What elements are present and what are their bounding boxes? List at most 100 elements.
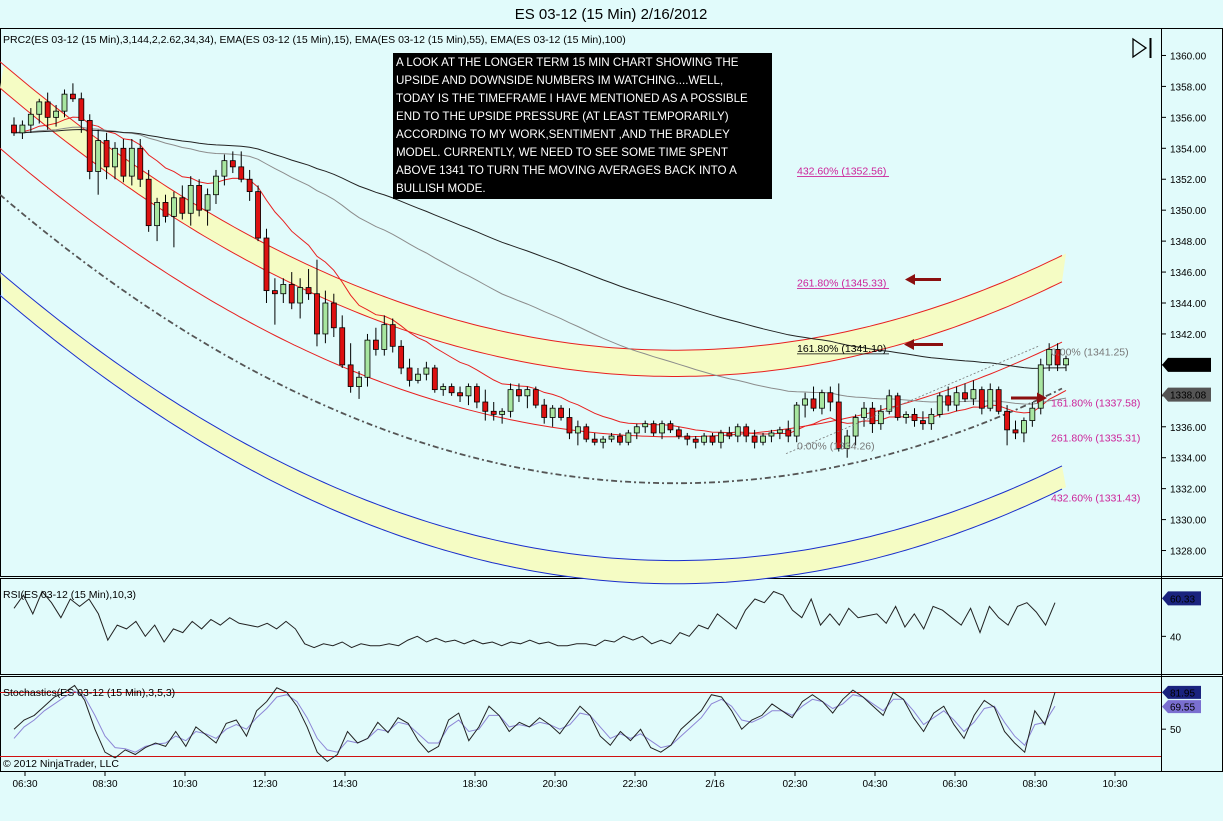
candle <box>709 432 716 446</box>
candle <box>145 169 152 232</box>
price-badge: 1340.00 <box>1162 357 1211 372</box>
candle <box>558 405 564 421</box>
candle <box>684 432 691 446</box>
candle-body <box>574 426 581 434</box>
candle-body <box>591 438 598 443</box>
stoch-badge: 81.95 <box>1162 685 1201 699</box>
candle <box>1063 355 1069 372</box>
candle-body <box>718 432 724 443</box>
rsi-tick-label: 40 <box>1170 632 1182 643</box>
candle <box>457 386 463 403</box>
rsi-badge-shape <box>1162 591 1201 606</box>
candle-body <box>701 435 708 443</box>
candle <box>44 92 51 130</box>
candle-body <box>869 407 876 425</box>
candle <box>398 340 405 375</box>
rsi-panel-label: RSI(ES 03-12 (15 Min),10,3) <box>3 589 136 601</box>
candle <box>760 432 766 446</box>
stoch-badge: 69.55 <box>1162 700 1201 714</box>
candle-body <box>406 367 413 381</box>
candle-body <box>1037 364 1044 409</box>
candle-body <box>27 113 34 126</box>
scroll-to-end-button[interactable] <box>1132 37 1152 59</box>
copyright-text: © 2012 NinjaTrader, LLC <box>3 758 119 770</box>
candle-body <box>356 376 362 387</box>
candle-body <box>322 302 329 335</box>
candle <box>903 411 909 424</box>
candle-body <box>120 147 127 177</box>
candle-body <box>112 147 118 168</box>
candle-body <box>36 101 43 115</box>
candle-body <box>970 389 977 400</box>
candle <box>692 436 699 449</box>
candle <box>507 383 514 418</box>
candle-body <box>271 290 278 295</box>
candle-body <box>19 124 26 134</box>
price-panel-label: PRC2(ES 03-12 (15 Min),3,144,2,2.62,34,3… <box>3 34 626 46</box>
candle <box>793 402 800 443</box>
candle-body <box>945 395 952 406</box>
candle-body <box>1054 349 1061 366</box>
candle-body <box>1063 358 1069 366</box>
time-tick-label: 06:30 <box>942 779 967 790</box>
candle-body <box>263 237 270 292</box>
candle <box>229 151 236 174</box>
candle-body <box>684 435 691 440</box>
candle <box>440 383 447 396</box>
candle <box>473 383 480 409</box>
candle-body <box>162 202 169 217</box>
candle-body <box>339 327 346 366</box>
candle-body <box>128 147 135 177</box>
candle <box>406 358 413 387</box>
stoch-badge-label: 69.55 <box>1170 703 1195 714</box>
candle <box>583 423 590 443</box>
fib-level-label: 432.60% (1331.43) <box>1051 492 1140 504</box>
candle <box>128 139 135 186</box>
arrow-marker-1341 <box>904 339 943 350</box>
arrow-marker-1338 <box>1011 392 1047 404</box>
annotation-line: A LOOK AT THE LONGER TERM 15 MIN CHART S… <box>396 56 739 69</box>
candle <box>288 272 295 310</box>
candle <box>743 423 750 443</box>
ema-100-line <box>13 128 1067 369</box>
time-tick-label: 12:30 <box>252 779 277 790</box>
candle <box>591 432 598 446</box>
candle-body <box>928 413 935 425</box>
candle <box>415 367 421 384</box>
candle <box>36 98 43 124</box>
candle <box>827 386 834 412</box>
candle <box>659 420 665 440</box>
candle <box>726 426 733 440</box>
time-tick-label: 2/16 <box>705 779 725 790</box>
candle-body <box>911 413 918 421</box>
candle <box>625 429 632 446</box>
candle-body <box>1004 410 1010 431</box>
candle <box>305 268 312 300</box>
lower-band-outer <box>0 294 1063 585</box>
annotation-line: UPSIDE AND DOWNSIDE NUMBERS IM WATCHING.… <box>396 74 724 87</box>
candle-body <box>734 426 741 437</box>
time-tick-label: 02:30 <box>782 779 807 790</box>
time-tick-label: 08:30 <box>1022 779 1047 790</box>
candle-body <box>171 197 177 217</box>
candle <box>608 432 615 443</box>
candle-body <box>1029 407 1036 421</box>
candle <box>1046 343 1053 372</box>
candle-body <box>280 284 287 295</box>
candle <box>465 383 472 406</box>
candle-body <box>255 191 261 239</box>
candle <box>339 315 346 368</box>
candles <box>11 83 1069 458</box>
candle-body <box>440 386 447 391</box>
candle <box>819 389 825 415</box>
candle <box>835 383 842 452</box>
candle-body <box>600 438 607 443</box>
candle-body <box>785 429 792 437</box>
candle-body <box>760 435 766 443</box>
candle <box>482 389 489 421</box>
candle <box>280 278 287 303</box>
candle-body <box>448 386 455 394</box>
candle <box>204 188 211 226</box>
chart-title: ES 03-12 (15 Min) 2/16/2012 <box>515 6 708 23</box>
stoch-badge-shape <box>1162 685 1201 699</box>
